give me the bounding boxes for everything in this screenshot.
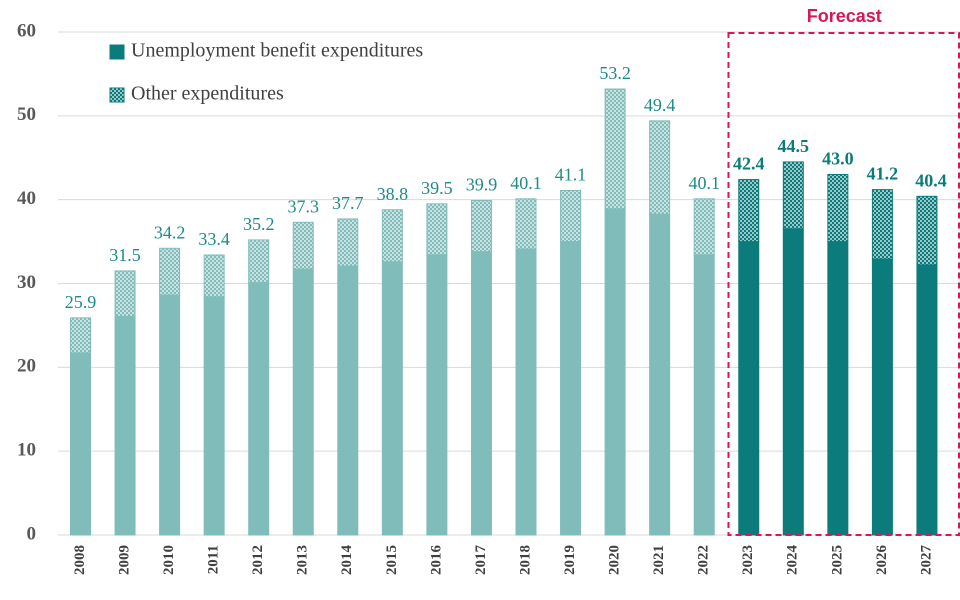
legend-label: Unemployment benefit expenditures xyxy=(131,40,423,62)
x-tick-label: 2008 xyxy=(72,545,88,575)
bar-segment xyxy=(470,251,492,536)
bar-segment xyxy=(70,317,91,354)
total-label: 25.9 xyxy=(65,292,97,312)
bar-segment xyxy=(470,200,492,253)
y-tick-label: 30 xyxy=(17,272,36,293)
bar-segment xyxy=(738,179,760,243)
total-label: 33.4 xyxy=(198,229,230,249)
x-tick-label: 2020 xyxy=(607,545,623,575)
x-tick-label: 2012 xyxy=(250,545,266,575)
bar-segment xyxy=(248,282,270,536)
bar-segment xyxy=(381,209,403,263)
total-label: 53.2 xyxy=(599,63,631,83)
y-tick-label: 60 xyxy=(17,20,36,41)
bar-segment xyxy=(292,221,314,270)
total-label: 44.5 xyxy=(778,136,810,156)
total-label: 41.2 xyxy=(867,164,899,184)
bar-segment xyxy=(649,120,671,215)
y-tick-label: 40 xyxy=(17,188,36,209)
bar-segment xyxy=(114,315,136,536)
x-tick-label: 2027 xyxy=(918,545,934,576)
bar-segment xyxy=(70,352,91,536)
bar-segment xyxy=(871,258,893,536)
x-tick-label: 2014 xyxy=(339,545,355,576)
x-tick-label: 2015 xyxy=(384,545,400,575)
x-tick-label: 2026 xyxy=(874,545,890,576)
x-tick-label: 2025 xyxy=(829,545,845,575)
bar-segment xyxy=(337,265,359,536)
bar-segment xyxy=(604,208,626,536)
bar-segment xyxy=(827,174,849,243)
bar-segment xyxy=(248,239,270,284)
total-label: 40.4 xyxy=(915,170,947,190)
bar-segment xyxy=(426,203,448,256)
total-label: 31.5 xyxy=(109,245,141,265)
bar-segment xyxy=(381,261,403,536)
bar-segment xyxy=(693,254,715,536)
x-tick-label: 2013 xyxy=(295,545,311,575)
y-tick-label: 10 xyxy=(17,440,36,461)
bar-segment xyxy=(560,189,582,243)
x-tick-label: 2017 xyxy=(473,545,489,576)
bar-segment xyxy=(916,264,938,536)
total-label: 42.4 xyxy=(733,154,765,174)
bar-segment xyxy=(292,268,314,536)
bar-segment xyxy=(159,294,181,536)
x-tick-label: 2022 xyxy=(696,545,712,575)
x-tick-label: 2009 xyxy=(116,545,132,575)
x-tick-label: 2024 xyxy=(785,545,801,576)
bar-segment xyxy=(203,296,225,536)
bar-segment xyxy=(827,241,849,536)
x-tick-label: 2010 xyxy=(161,545,177,575)
bar-segment xyxy=(515,248,537,536)
bar-segment xyxy=(604,88,626,210)
legend-label: Other expenditures xyxy=(131,83,284,105)
y-tick-label: 20 xyxy=(17,356,36,377)
total-label: 49.4 xyxy=(644,95,676,115)
bar-segment xyxy=(159,247,181,296)
bar-segment xyxy=(782,161,804,230)
bar-segment xyxy=(560,241,582,536)
total-label: 43.0 xyxy=(822,149,854,169)
legend-marker xyxy=(109,44,125,60)
bar-segment xyxy=(738,241,760,536)
total-label: 34.2 xyxy=(154,222,186,242)
total-label: 37.3 xyxy=(288,196,320,216)
bar-segment xyxy=(114,270,136,317)
x-tick-label: 2011 xyxy=(206,545,222,574)
bar-segment xyxy=(693,198,715,256)
bar-segment xyxy=(871,189,893,260)
bar-segment xyxy=(916,195,938,266)
x-tick-label: 2018 xyxy=(517,545,533,575)
x-tick-label: 2023 xyxy=(740,545,756,575)
bar-segment xyxy=(782,228,804,536)
x-tick-label: 2016 xyxy=(428,545,444,576)
total-label: 39.5 xyxy=(421,178,453,198)
total-label: 40.1 xyxy=(688,173,720,193)
bar-segment xyxy=(515,198,537,250)
total-label: 39.9 xyxy=(466,175,498,195)
bar-segment xyxy=(203,254,225,298)
x-tick-label: 2021 xyxy=(651,545,667,575)
bar-segment xyxy=(649,213,671,536)
y-tick-label: 50 xyxy=(17,104,36,125)
total-label: 38.8 xyxy=(377,184,409,204)
total-label: 37.7 xyxy=(332,193,364,213)
y-tick-label: 0 xyxy=(27,523,37,544)
total-label: 35.2 xyxy=(243,214,275,234)
forecast-label: Forecast xyxy=(807,6,882,26)
bar-segment xyxy=(426,254,448,536)
forecast-box xyxy=(727,32,960,536)
legend-marker xyxy=(109,87,125,103)
total-label: 41.1 xyxy=(555,165,587,185)
bar-segment xyxy=(337,218,359,267)
total-label: 40.1 xyxy=(510,173,542,193)
x-tick-label: 2019 xyxy=(562,545,578,575)
